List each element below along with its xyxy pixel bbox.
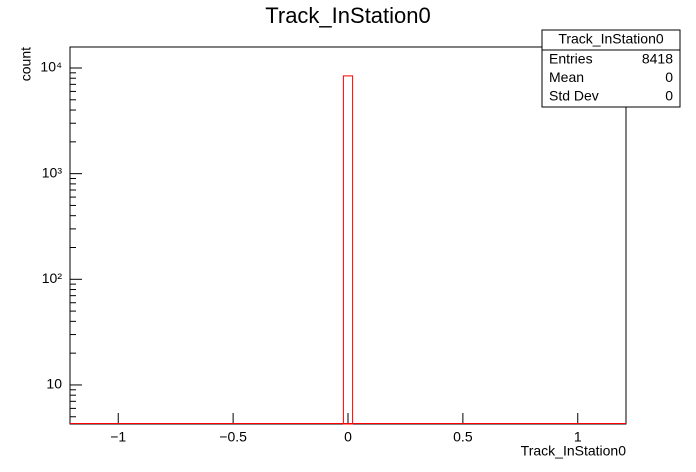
- x-tick-label: −0.5: [219, 429, 247, 445]
- y-tick-label: 10³: [42, 164, 63, 180]
- x-tick-label: 0.5: [453, 429, 473, 445]
- stats-value: 8418: [642, 51, 673, 67]
- y-tick-label: 10²: [42, 270, 63, 286]
- x-tick-label: 0: [344, 429, 352, 445]
- stats-label: Entries: [549, 51, 593, 67]
- y-tick-label: 10: [46, 376, 62, 392]
- x-tick-label: 1: [574, 429, 582, 445]
- x-axis-title: Track_InStation0: [521, 443, 627, 459]
- stats-title: Track_InStation0: [558, 31, 664, 47]
- stats-frame: [541, 29, 681, 108]
- y-tick-label: 10⁴: [40, 59, 62, 75]
- x-tick-label: −1: [110, 429, 126, 445]
- y-axis-title: count: [18, 47, 34, 81]
- stats-label: Std Dev: [549, 88, 599, 104]
- stats-box: Track_InStation0: [541, 29, 681, 108]
- stats-label: Mean: [549, 69, 584, 85]
- stats-value: 0: [665, 69, 673, 85]
- stats-value: 0: [665, 88, 673, 104]
- bar: [342, 75, 354, 425]
- chart-title: Track_InStation0: [265, 3, 431, 28]
